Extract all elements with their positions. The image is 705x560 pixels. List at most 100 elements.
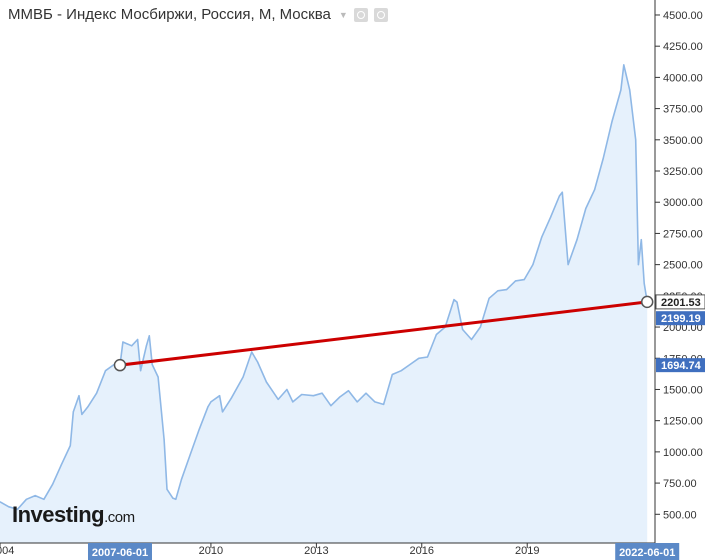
trend-end-handle[interactable]	[640, 295, 654, 309]
data-point	[137, 338, 139, 341]
y-tick-label: 3500.00	[663, 135, 703, 147]
data-point	[172, 497, 174, 499]
data-point	[25, 498, 27, 500]
data-point	[221, 411, 224, 413]
eye-icon[interactable]	[353, 7, 368, 22]
data-point	[611, 120, 613, 122]
data-point	[418, 357, 420, 359]
data-point	[585, 207, 587, 210]
data-point	[374, 401, 376, 403]
data-point	[567, 264, 569, 266]
y-tick-label: 3000.00	[663, 197, 703, 209]
x-tick-label: 004	[0, 545, 14, 557]
data-point	[34, 495, 36, 497]
data-point	[558, 195, 561, 197]
data-point	[301, 393, 303, 396]
data-point	[122, 341, 124, 343]
data-point	[426, 356, 429, 358]
data-point	[52, 483, 54, 485]
data-point	[251, 351, 253, 353]
data-point	[207, 406, 209, 408]
data-point	[148, 335, 150, 337]
data-point	[140, 370, 142, 372]
current-value-badge-bg	[655, 294, 705, 310]
trend-start-handle[interactable]	[113, 358, 127, 372]
chart-title: ММВБ - Индекс Мосбиржи, Россия, М, Москв…	[8, 6, 331, 23]
trend-start-badge-bg	[656, 358, 705, 373]
data-point	[8, 506, 10, 508]
data-point	[594, 189, 596, 191]
data-point	[632, 114, 634, 116]
data-point	[391, 373, 393, 376]
y-tick-label: 2750.00	[663, 228, 703, 240]
series-area	[0, 64, 648, 544]
data-point	[409, 363, 411, 366]
y-tick-label: 1250.00	[663, 416, 703, 428]
investing-logo: Investing.com	[12, 502, 135, 528]
data-point	[166, 488, 168, 490]
data-point	[637, 264, 640, 266]
y-tick-label: 500.00	[663, 509, 697, 521]
data-point	[620, 89, 622, 91]
data-point	[640, 239, 642, 241]
data-point	[257, 361, 259, 363]
data-point	[356, 401, 358, 403]
data-point	[175, 498, 177, 500]
data-point	[383, 403, 385, 405]
data-point	[330, 405, 332, 407]
current-value-badge: 2201.53	[661, 297, 701, 309]
y-tick-label: 4250.00	[663, 41, 703, 53]
data-point	[602, 157, 604, 160]
data-point	[506, 289, 508, 291]
data-point	[365, 392, 367, 394]
settings-icon[interactable]	[373, 7, 388, 22]
data-point	[242, 376, 244, 378]
data-point	[497, 290, 499, 292]
y-tick-label: 3250.00	[663, 166, 703, 178]
data-point	[347, 390, 350, 392]
data-point	[514, 280, 517, 282]
data-point	[456, 301, 458, 303]
x-end-badge-bg	[615, 543, 680, 560]
data-point	[277, 398, 279, 400]
data-point	[479, 326, 481, 328]
x-tick-label: 2013	[304, 545, 328, 557]
x-tick-label: 2010	[199, 545, 223, 557]
data-point	[69, 445, 71, 447]
chevron-down-icon[interactable]: ▼	[338, 9, 348, 20]
data-point	[435, 333, 437, 336]
data-point	[532, 264, 534, 266]
trend-line[interactable]	[119, 300, 648, 367]
data-point	[623, 64, 625, 66]
data-point	[104, 370, 107, 372]
y-tick-label: 1500.00	[663, 384, 703, 396]
trend-cross-badge: 2199.19	[661, 313, 701, 325]
data-point	[163, 438, 165, 440]
x-end-badge: 2022-06-01	[619, 547, 675, 559]
y-tick-label: 750.00	[663, 478, 697, 490]
data-point	[523, 279, 525, 281]
data-point	[96, 392, 98, 394]
trend-cross-badge-bg	[656, 311, 705, 326]
data-point	[629, 89, 631, 91]
data-point	[265, 381, 267, 383]
data-point	[561, 191, 563, 193]
data-point	[0, 501, 1, 503]
data-point	[151, 363, 153, 366]
y-tick-label: 2500.00	[663, 260, 703, 272]
data-point	[470, 338, 473, 341]
data-point	[462, 328, 464, 331]
data-point	[72, 411, 74, 413]
logo-domain: .com	[104, 509, 135, 526]
data-point	[16, 508, 19, 510]
data-point	[219, 395, 221, 397]
data-point	[550, 216, 552, 218]
data-point	[210, 401, 212, 403]
x-start-badge-bg	[87, 543, 152, 560]
y-tick-label: 4500.00	[663, 10, 703, 22]
data-point	[643, 282, 645, 284]
x-start-badge: 2007-06-01	[92, 547, 148, 559]
logo-brand: Investing	[12, 502, 105, 527]
